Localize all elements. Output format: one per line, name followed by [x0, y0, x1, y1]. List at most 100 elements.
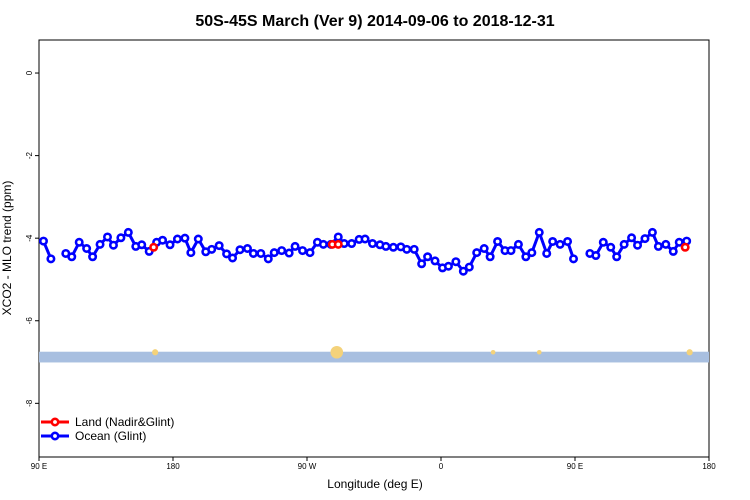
ocean-glint-point-1-64	[506, 246, 516, 256]
land-nadir-glint-point-1-1	[333, 239, 343, 249]
ocean-glint-point-2-3	[606, 242, 616, 252]
band-marker-0	[152, 349, 159, 356]
ocean-glint-point-1-25	[235, 245, 245, 255]
axis-layer: 90 E 180 90 W 0 90 E 180 0 -2 -4 -6 -8	[25, 70, 716, 471]
ocean-glint-point-2-1	[591, 251, 601, 261]
ocean-glint-point-1-62	[493, 236, 503, 246]
ocean-glint-point-1-61	[485, 252, 495, 262]
ocean-glint-point-1-7	[108, 240, 118, 250]
ocean-glint-point-1-43	[360, 234, 370, 244]
ocean-glint-point-1-9	[123, 227, 133, 237]
legend-label-1: Ocean (Glint)	[75, 429, 146, 443]
y-tick-label-2: -4	[25, 234, 34, 242]
ocean-glint-point-1-22	[214, 241, 224, 251]
ocean-glint-point-2-5	[619, 239, 629, 249]
ocean-glint-point-1-28	[256, 248, 266, 258]
ocean-glint-point-2-11	[661, 239, 671, 249]
x-tick-label-4: 90 E	[567, 462, 583, 471]
ocean-glint-point-1-47	[388, 242, 398, 252]
ocean-glint-point-1-51	[417, 259, 427, 269]
ocean-glint-point-1-57	[458, 266, 468, 276]
y-tick-label-4: -8	[25, 399, 34, 407]
y-tick-label-1: -2	[25, 152, 34, 160]
ocean-glint-point-1-21	[207, 244, 217, 254]
ocean-glint-point-1-2	[74, 237, 84, 247]
ocean-glint-point-1-70	[548, 236, 558, 246]
ocean-glint-point-1-19	[193, 234, 203, 244]
ocean-glint-point-1-41	[347, 239, 357, 249]
ocean-glint-point-1-18	[186, 248, 196, 258]
ocean-glint-point-1-23	[222, 249, 232, 259]
ocean-glint-point-1-33	[290, 241, 300, 251]
ocean-glint-point-1-11	[137, 240, 147, 250]
legend-marker-1	[50, 431, 60, 441]
legend: Land (Nadir&Glint)Ocean (Glint)	[41, 415, 174, 443]
land-nadir-glint-point-0-0	[149, 242, 159, 252]
x-tick-label-0: 90 E	[31, 462, 47, 471]
band-marker-1	[330, 345, 344, 359]
ocean-glint-point-1-16	[172, 234, 182, 244]
ocean-glint-point-1-39	[333, 232, 343, 242]
legend-marker-0	[50, 417, 60, 427]
ocean-glint-point-1-52	[423, 252, 433, 262]
x-tick-label-1: 180	[166, 462, 180, 471]
ocean-glint-point-1-34	[298, 246, 308, 256]
y-tick-label-0: 0	[25, 70, 34, 75]
ocean-glint-point-1-69	[542, 248, 552, 258]
land-nadir-glint-point-2-0	[680, 242, 690, 252]
ocean-glint-point-1-17	[180, 233, 190, 243]
x-tick-label-3: 0	[439, 462, 444, 471]
x-tick-label-2: 90 W	[298, 462, 317, 471]
chart-title: 50S-45S March (Ver 9) 2014-09-06 to 2018…	[195, 13, 554, 30]
y-tick-label-3: -6	[25, 317, 34, 325]
ocean-glint-point-2-6	[627, 233, 637, 243]
ocean-glint-point-1-66	[521, 252, 531, 262]
ocean-glint-point-2-13	[674, 237, 684, 247]
legend-label-0: Land (Nadir&Glint)	[75, 415, 174, 429]
ocean-glint-point-0-1	[46, 254, 56, 264]
ocean-glint-point-1-65	[513, 239, 523, 249]
ocean-glint-point-1-29	[263, 254, 273, 264]
ocean-glint-point-2-7	[633, 240, 643, 250]
ocean-glint-point-1-55	[443, 261, 453, 271]
band-marker-2	[490, 349, 496, 355]
ocean-glint-point-1-53	[430, 256, 440, 266]
ocean-glint-point-1-1	[67, 252, 77, 262]
ocean-glint-point-1-50	[409, 244, 419, 254]
ocean-glint-point-1-56	[451, 257, 461, 267]
y-axis-label: XCO2 - MLO trend (ppm)	[0, 181, 14, 316]
ocean-glint-point-1-58	[464, 262, 474, 272]
ocean-glint-point-1-30	[269, 248, 279, 258]
ocean-glint-point-2-8	[640, 234, 650, 244]
ocean-glint-point-2-10	[653, 241, 663, 251]
ocean-glint-point-1-4	[88, 252, 98, 262]
ocean-glint-point-0-0	[38, 236, 48, 246]
ocean-glint-point-1-5	[95, 239, 105, 249]
ocean-glint-point-2-9	[647, 227, 657, 237]
ocean-glint-point-1-67	[527, 248, 537, 258]
band-layer	[39, 345, 709, 363]
ocean-glint-point-1-73	[569, 254, 579, 264]
ocean-glint-point-1-27	[248, 248, 258, 258]
x-axis-label: Longitude (deg E)	[327, 477, 422, 491]
coverage-band	[39, 351, 709, 363]
x-tick-label-5: 180	[702, 462, 716, 471]
ocean-glint-point-1-44	[368, 239, 378, 249]
ocean-glint-point-1-31	[277, 246, 287, 256]
ocean-glint-point-1-46	[381, 241, 391, 251]
ocean-glint-point-1-37	[318, 239, 328, 249]
ocean-glint-point-1-68	[534, 227, 544, 237]
ocean-glint-point-1-26	[242, 244, 252, 254]
ocean-glint-point-1-71	[555, 239, 565, 249]
ocean-glint-point-1-3	[82, 244, 92, 254]
ocean-glint-point-1-60	[479, 244, 489, 254]
band-marker-4	[686, 349, 693, 356]
ocean-glint-point-1-6	[102, 232, 112, 242]
ocean-glint-point-2-4	[612, 252, 622, 262]
ocean-glint-point-1-24	[228, 253, 238, 263]
ocean-glint-point-1-14	[158, 235, 168, 245]
band-marker-3	[536, 349, 542, 355]
ocean-glint-point-1-49	[402, 244, 412, 254]
ocean-glint-point-1-15	[165, 240, 175, 250]
